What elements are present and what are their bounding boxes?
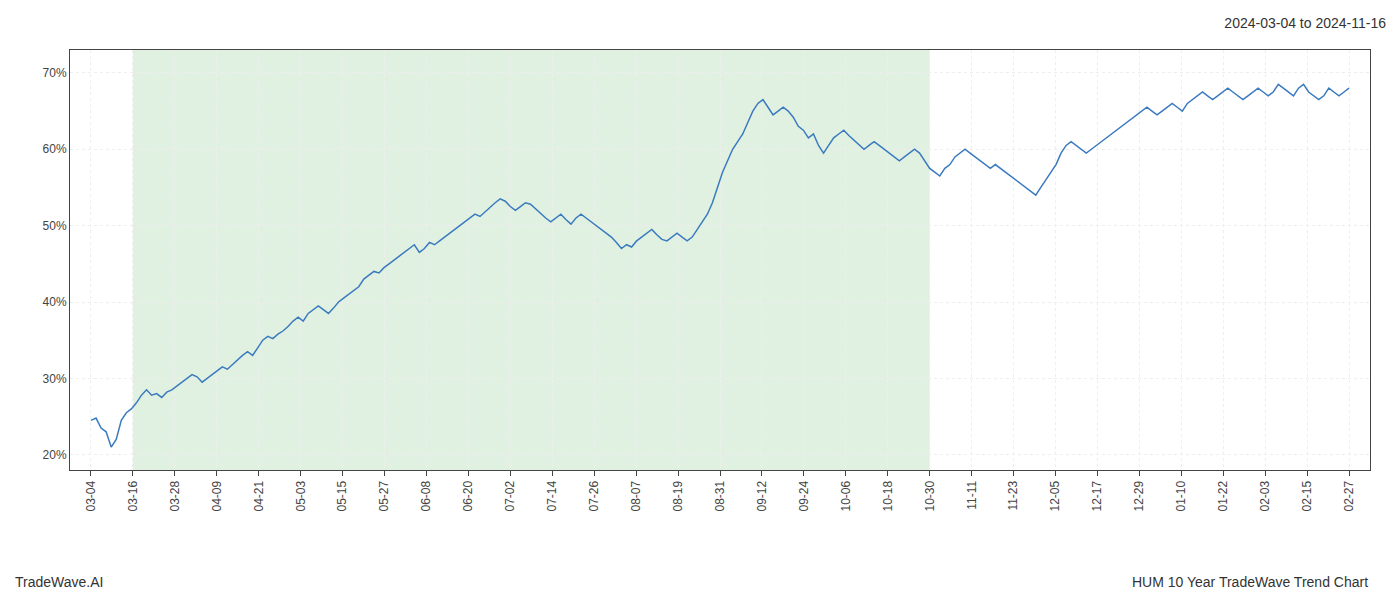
svg-text:2024-03-04 to 2024-11-16: 2024-03-04 to 2024-11-16 <box>1224 15 1386 31</box>
svg-text:07-26: 07-26 <box>587 480 601 511</box>
svg-text:03-04: 03-04 <box>84 480 98 511</box>
svg-text:03-28: 03-28 <box>168 480 182 511</box>
svg-text:08-19: 08-19 <box>671 480 685 511</box>
svg-text:TradeWave.AI: TradeWave.AI <box>15 574 103 590</box>
svg-text:HUM 10 Year TradeWave Trend Ch: HUM 10 Year TradeWave Trend Chart <box>1132 574 1368 590</box>
svg-text:20%: 20% <box>43 448 67 462</box>
svg-text:05-27: 05-27 <box>377 480 391 511</box>
svg-text:08-07: 08-07 <box>629 480 643 511</box>
svg-text:04-09: 04-09 <box>210 480 224 511</box>
svg-text:08-31: 08-31 <box>713 480 727 511</box>
svg-text:12-17: 12-17 <box>1090 480 1104 511</box>
svg-text:06-08: 06-08 <box>419 480 433 511</box>
svg-text:11-23: 11-23 <box>1006 480 1020 510</box>
svg-text:03-16: 03-16 <box>126 480 140 511</box>
svg-text:10-06: 10-06 <box>839 480 853 511</box>
svg-text:12-05: 12-05 <box>1048 480 1062 511</box>
svg-text:04-21: 04-21 <box>252 480 266 511</box>
svg-text:02-27: 02-27 <box>1342 480 1356 511</box>
svg-text:50%: 50% <box>43 219 67 233</box>
svg-text:10-18: 10-18 <box>881 480 895 511</box>
svg-text:02-03: 02-03 <box>1258 480 1272 511</box>
svg-text:09-24: 09-24 <box>797 480 811 511</box>
svg-text:70%: 70% <box>43 66 67 80</box>
svg-text:02-15: 02-15 <box>1300 480 1314 511</box>
svg-text:05-03: 05-03 <box>294 480 308 511</box>
svg-text:07-14: 07-14 <box>545 480 559 511</box>
svg-text:07-02: 07-02 <box>503 480 517 511</box>
svg-text:30%: 30% <box>43 372 67 386</box>
svg-text:05-15: 05-15 <box>335 480 349 511</box>
svg-text:09-12: 09-12 <box>755 480 769 511</box>
svg-text:01-22: 01-22 <box>1216 480 1230 511</box>
svg-text:01-10: 01-10 <box>1174 480 1188 511</box>
svg-text:06-20: 06-20 <box>461 480 475 511</box>
svg-text:60%: 60% <box>43 142 67 156</box>
svg-text:10-30: 10-30 <box>923 480 937 511</box>
svg-text:11-11: 11-11 <box>965 480 979 509</box>
svg-text:40%: 40% <box>43 295 67 309</box>
svg-text:12-29: 12-29 <box>1132 480 1146 511</box>
